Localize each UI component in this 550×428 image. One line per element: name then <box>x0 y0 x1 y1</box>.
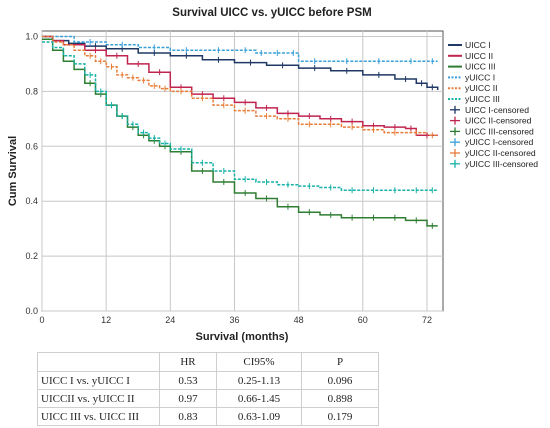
p-cell: 0.179 <box>301 407 379 426</box>
legend-item: yUICC II-censored <box>450 148 536 158</box>
y-tick-label: 0.0 <box>25 306 38 316</box>
table-row: UICCII vs. yUICC II 0.97 0.66-1.45 0.898 <box>37 389 379 408</box>
header-ci: CI95% <box>216 352 302 372</box>
grid-lines <box>41 31 443 312</box>
ci-cell: 0.25-1.13 <box>216 371 302 390</box>
x-tick-label: 0 <box>39 315 44 325</box>
y-tick-label: 0.2 <box>25 251 38 261</box>
comparison-cell: UICC I vs. yUICC I <box>37 371 160 390</box>
x-tick-label: 36 <box>229 315 239 325</box>
table-header-row: HR CI95% P <box>37 352 379 372</box>
chart-title: Survival UICC vs. yUICC before PSM <box>172 7 371 19</box>
survival-curve <box>42 41 438 191</box>
table-row: UICC III vs. UICC III 0.83 0.63-1.09 0.1… <box>37 407 379 426</box>
header-hr: HR <box>159 352 217 372</box>
p-cell: 0.898 <box>301 389 379 408</box>
legend-label: UICC I <box>465 40 491 50</box>
legend-item: yUICC I <box>448 72 495 82</box>
ci-cell: 0.66-1.45 <box>216 389 302 408</box>
y-axis-label: Cum Survival <box>7 136 19 206</box>
x-tick-label: 12 <box>101 315 111 325</box>
comparison-cell: UICC III vs. UICC III <box>37 407 160 426</box>
header-comparison <box>37 352 160 372</box>
hr-cell: 0.83 <box>159 407 217 426</box>
header-p: P <box>301 352 379 372</box>
x-tick-label: 60 <box>358 315 368 325</box>
x-tick-label: 72 <box>422 315 432 325</box>
legend-item: yUICC III-censored <box>450 159 538 169</box>
legend-label: UICC II-censored <box>465 116 532 126</box>
x-tick-label: 48 <box>294 315 304 325</box>
y-tick-label: 0.6 <box>25 141 38 151</box>
table-row: UICC I vs. yUICC I 0.53 0.25-1.13 0.096 <box>37 371 379 390</box>
legend-label: UICC II <box>465 51 493 61</box>
legend-item: yUICC I-censored <box>450 137 534 147</box>
legend-item: UICC II <box>448 51 493 61</box>
comparison-cell: UICCII vs. yUICC II <box>37 389 160 408</box>
p-cell: 0.096 <box>301 371 379 390</box>
legend-label: UICC I-censored <box>465 105 529 115</box>
survival-curve <box>42 35 438 137</box>
legend-item: UICC I-censored <box>450 105 529 115</box>
hazard-ratio-table: HR CI95% P UICC I vs. yUICC I 0.53 0.25-… <box>37 352 379 426</box>
legend-label: UICC III <box>465 62 496 72</box>
legend-item: UICC I <box>448 40 491 50</box>
legend-item: yUICC III <box>448 94 500 104</box>
y-tick-label: 0.4 <box>25 196 38 206</box>
x-tick-label: 24 <box>165 315 175 325</box>
legend-label: yUICC II <box>465 83 497 93</box>
plot-area <box>41 30 444 312</box>
legend-label: yUICC II-censored <box>465 148 536 158</box>
legend-label: UICC III-censored <box>465 126 534 136</box>
legend-label: yUICC III <box>465 94 500 104</box>
y-tick-label: 1.0 <box>25 31 38 41</box>
ci-cell: 0.63-1.09 <box>216 407 302 426</box>
survival-chart: Survival UICC vs. yUICC before PSM 0 12 24… <box>7 7 538 343</box>
legend-label: yUICC I <box>465 72 495 82</box>
legend-label: yUICC III-censored <box>465 159 538 169</box>
legend-item: UICC II-censored <box>450 116 532 126</box>
legend-item: UICC III <box>448 62 496 72</box>
hr-cell: 0.97 <box>159 389 217 408</box>
x-axis-label: Survival (months) <box>196 331 289 343</box>
legend-label: yUICC I-censored <box>465 137 534 147</box>
censor-marks <box>89 38 433 229</box>
axes: 0 12 24 36 48 60 72 0.0 0.2 0.4 0.6 0.8 1.0 <box>25 31 431 325</box>
legend-item: UICC III-censored <box>450 126 534 136</box>
legend-item: yUICC II <box>448 83 497 93</box>
y-tick-label: 0.8 <box>25 86 38 96</box>
hr-cell: 0.53 <box>159 371 217 390</box>
